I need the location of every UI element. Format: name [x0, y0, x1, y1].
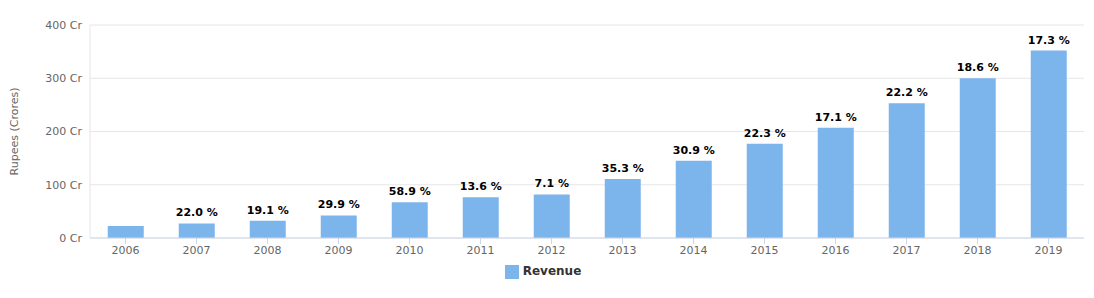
- svg-text:2009: 2009: [325, 244, 353, 257]
- svg-text:13.6 %: 13.6 %: [460, 180, 502, 193]
- svg-text:2017: 2017: [893, 244, 921, 257]
- svg-text:19.1 %: 19.1 %: [247, 204, 289, 217]
- svg-text:58.9 %: 58.9 %: [389, 185, 431, 198]
- svg-text:29.9 %: 29.9 %: [318, 198, 360, 211]
- html-text:Revenue: Revenue: [522, 264, 582, 278]
- svg-text:2016: 2016: [822, 244, 850, 257]
- svg-text:2018: 2018: [964, 244, 992, 257]
- svg-text:35.3 %: 35.3 %: [602, 162, 644, 175]
- svg-text:0 Cr: 0 Cr: [59, 232, 82, 245]
- svg-text:300 Cr: 300 Cr: [45, 72, 82, 85]
- svg-text:2014: 2014: [680, 244, 708, 257]
- svg-text:100 Cr: 100 Cr: [45, 179, 82, 192]
- svg-text:30.9 %: 30.9 %: [673, 144, 715, 157]
- svg-text:200 Cr: 200 Cr: [45, 125, 82, 138]
- svg-text:17.1 %: 17.1 %: [815, 111, 857, 124]
- svg-text:22.2 %: 22.2 %: [886, 86, 928, 99]
- svg-text:18.6 %: 18.6 %: [957, 61, 999, 74]
- svg-text:2013: 2013: [609, 244, 637, 257]
- svg-text:2015: 2015: [751, 244, 779, 257]
- svg-text:2006: 2006: [112, 244, 140, 257]
- svg-text:2011: 2011: [467, 244, 495, 257]
- svg-text:2010: 2010: [396, 244, 424, 257]
- svg-text:2012: 2012: [538, 244, 566, 257]
- svg-text:22.0 %: 22.0 %: [176, 206, 218, 219]
- svg-text:2007: 2007: [183, 244, 211, 257]
- svg-text:2008: 2008: [254, 244, 282, 257]
- svg-text:Rupees (Crores): Rupees (Crores): [8, 88, 21, 176]
- svg-text:7.1 %: 7.1 %: [535, 177, 569, 190]
- svg-text:2019: 2019: [1035, 244, 1063, 257]
- svg-text:400 Cr: 400 Cr: [45, 19, 82, 32]
- svg-text:17.3 %: 17.3 %: [1028, 34, 1070, 47]
- svg-text:22.3 %: 22.3 %: [744, 127, 786, 140]
